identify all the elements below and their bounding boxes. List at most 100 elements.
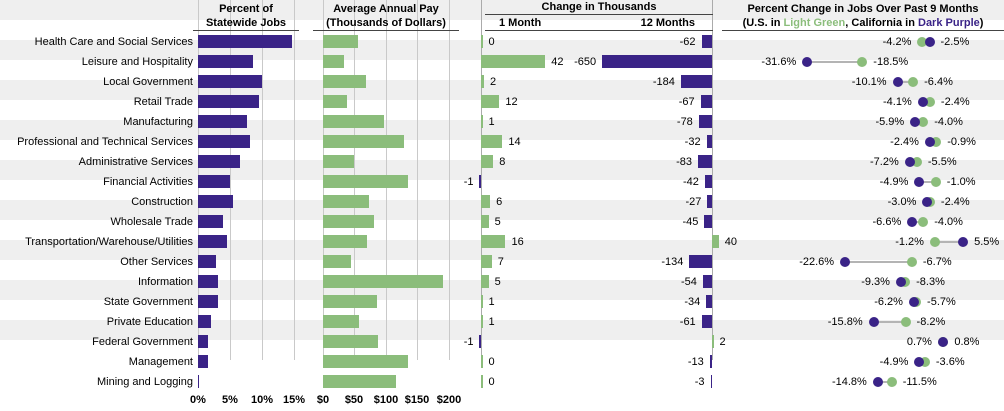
table-row: Local Government 2 -184 -10.1% -6.4%	[0, 72, 1004, 92]
column-header-12-months: 12 Months	[640, 17, 695, 29]
table-row: Professional and Technical Services 14 -32…	[0, 132, 1004, 152]
row-label: Financial Activities	[103, 176, 193, 188]
change-12month-bar	[710, 375, 712, 388]
change-12month-value: -45	[682, 216, 699, 228]
change-12month-value: -78	[676, 116, 693, 128]
percent-jobs-bar	[198, 95, 260, 108]
change-12month-value: -27	[685, 196, 702, 208]
annual-pay-bar	[323, 75, 366, 88]
change-1month-value: 12	[505, 96, 518, 108]
header-line: Average Annual Pay	[333, 3, 439, 15]
row-label: Mining and Logging	[96, 376, 193, 388]
change-1month-value: 16	[511, 236, 524, 248]
california-dot	[924, 37, 935, 47]
pct-change-low-value: -6.2%	[874, 296, 903, 308]
row-label: Wholesale Trade	[110, 216, 193, 228]
annual-pay-bar	[323, 295, 377, 308]
header-average-annual-pay: Average Annual Pay (Thousands of Dollars…	[313, 0, 459, 31]
pay-axis-tick: $0	[316, 394, 330, 406]
change-12month-value: -54	[680, 276, 697, 288]
pct-change-low-value: -5.9%	[875, 116, 905, 128]
california-dot	[917, 97, 928, 107]
pct-change-high-value: -6.7%	[922, 256, 952, 268]
change-12month-value: 2	[719, 336, 726, 348]
us-dot	[900, 317, 911, 327]
zero-baseline	[712, 0, 713, 360]
pct-change-high-value: 5.5%	[974, 236, 1000, 248]
change-12month-bar	[704, 215, 712, 228]
pct-change-high-value: -4.0%	[934, 216, 963, 228]
change-1month-value: 1	[488, 296, 495, 308]
percent-jobs-bar	[198, 335, 208, 348]
change-12month-value: -83	[676, 156, 692, 168]
pct-change-low-value: -4.1%	[883, 96, 912, 108]
row-label: Manufacturing	[123, 116, 193, 128]
change-12month-value: 40	[724, 236, 737, 248]
change-12month-bar	[700, 95, 712, 108]
legend-text: (U.S. in	[742, 17, 784, 29]
header-legend-line: (U.S. in Light Green, California in Dark…	[722, 16, 1004, 30]
change-12month-value: -61	[679, 316, 696, 328]
row-label: State Government	[103, 296, 193, 308]
percent-jobs-bar	[198, 215, 223, 228]
pay-axis-tick: $200	[436, 394, 462, 406]
pct-change-low-value: -31.6%	[761, 56, 797, 68]
change-1month-bar	[481, 95, 500, 108]
pct-change-high-value: -2.4%	[940, 196, 970, 208]
pct-change-high-value: -8.3%	[916, 276, 945, 288]
percent-jobs-bar	[198, 55, 254, 68]
row-label: Construction	[131, 196, 193, 208]
percent-jobs-bar	[198, 255, 216, 268]
axis-gridline	[262, 0, 263, 360]
row-label: Local Government	[103, 76, 193, 88]
pct-change-low-value: -4.9%	[879, 356, 909, 368]
us-dot	[857, 57, 868, 67]
change-12month-bar	[689, 255, 712, 268]
pct-change-high-value: -3.6%	[935, 356, 965, 368]
table-row: Wholesale Trade 5 -45 -6.6% -4.0%	[0, 212, 1004, 232]
table-row: Federal Government -1 2 0.7% 0.8%	[0, 332, 1004, 352]
table-row: Administrative Services 8 -83 -7.2% -5.5%	[0, 152, 1004, 172]
table-row: Management 0 -13 -4.9% -3.6%	[0, 352, 1004, 372]
pct-change-low-value: -9.3%	[861, 276, 890, 288]
change-1month-bar	[481, 115, 483, 128]
row-label: Other Services	[120, 256, 193, 268]
pct-change-high-value: -1.0%	[946, 176, 976, 188]
california-dot	[938, 337, 949, 347]
header-line: Percent of	[219, 3, 273, 15]
change-12month-bar	[701, 35, 712, 48]
california-dot	[895, 277, 906, 287]
change-12month-bar	[704, 175, 712, 188]
connector-line	[807, 61, 863, 63]
percent-jobs-bar	[198, 35, 293, 48]
us-dot	[906, 257, 917, 267]
annual-pay-bar	[323, 35, 358, 48]
connector-line	[845, 261, 912, 263]
us-dot	[929, 237, 940, 247]
change-12month-bar	[680, 75, 712, 88]
change-12month-bar	[702, 275, 712, 288]
pct-change-low-value: -6.6%	[872, 216, 902, 228]
percent-axis-tick: 5%	[222, 394, 238, 406]
pct-change-low-value: -14.8%	[831, 376, 867, 388]
us-dot	[886, 377, 897, 387]
us-dot	[919, 357, 930, 367]
change-1month-value: 14	[508, 136, 521, 148]
change-1month-value: 1	[488, 316, 495, 328]
us-dot	[931, 137, 942, 147]
percent-axis-tick: 10%	[250, 394, 274, 406]
pct-change-high-value: -6.4%	[924, 76, 953, 88]
row-label: Private Education	[106, 316, 193, 328]
change-12month-bar	[712, 235, 719, 248]
table-row: Retail Trade 12 -67 -4.1% -2.4%	[0, 92, 1004, 112]
pct-change-high-value: -0.9%	[947, 136, 976, 148]
change-12month-value: -134	[661, 256, 684, 268]
change-1month-bar	[481, 295, 483, 308]
table-row: Transportation/Warehouse/Utilities 16 40 -1…	[0, 232, 1004, 252]
percent-axis-tick: 0%	[190, 394, 206, 406]
california-dot	[868, 317, 879, 327]
change-1month-bar	[481, 355, 483, 368]
percent-jobs-bar	[198, 355, 209, 368]
california-dot	[922, 197, 933, 207]
change-12month-bar	[697, 155, 712, 168]
